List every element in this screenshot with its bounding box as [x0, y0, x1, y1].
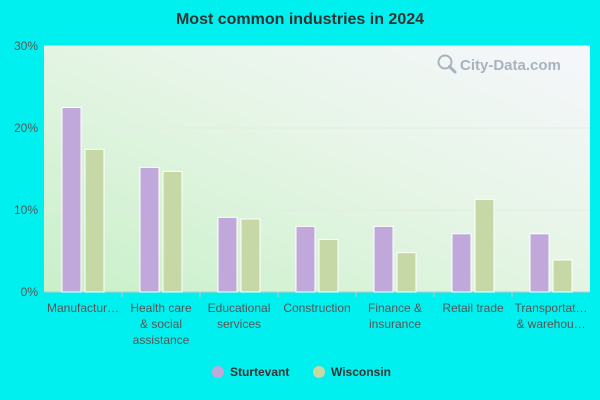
legend: Sturtevant Wisconsin: [212, 365, 391, 379]
bar-wisconsin: [84, 148, 105, 293]
bar-wisconsin: [240, 218, 261, 293]
legend-swatch: [212, 366, 224, 378]
bar-sturtevant: [295, 225, 316, 293]
bar-sturtevant: [373, 225, 394, 293]
bar-wisconsin: [552, 259, 573, 293]
y-tick-label: 20%: [14, 121, 38, 135]
x-tick-label: Retail trade: [442, 301, 504, 315]
x-tick-label: Finance & insurance: [368, 301, 422, 331]
x-tick-label: Educational services: [208, 301, 271, 331]
bar-wisconsin: [474, 198, 495, 293]
bar-sturtevant: [529, 233, 550, 293]
legend-label: Wisconsin: [331, 365, 391, 379]
watermark-text: City-Data.com: [460, 57, 561, 74]
x-tick-label: Transportat… & warehou…: [515, 301, 588, 331]
x-tick-label: Manufactur…: [47, 301, 119, 315]
bar-sturtevant: [139, 166, 160, 293]
y-tick-label: 10%: [14, 203, 38, 217]
plot-area: [44, 46, 590, 292]
legend-label: Sturtevant: [230, 365, 289, 379]
y-tick-label: 30%: [14, 39, 38, 53]
watermark: City-Data.com: [437, 54, 561, 74]
x-tick-label: Health care & social assistance: [130, 301, 192, 347]
magnifier-icon: [437, 54, 457, 74]
chart-title: Most common industries in 2024: [176, 11, 424, 28]
bar-sturtevant: [61, 107, 82, 293]
legend-swatch: [313, 366, 325, 378]
bar-wisconsin: [162, 170, 183, 293]
y-tick-label: 0%: [21, 285, 39, 299]
bar-sturtevant: [451, 233, 472, 293]
bar-wisconsin: [396, 252, 417, 293]
bar-wisconsin: [318, 239, 339, 293]
x-tick-label: Construction: [283, 301, 350, 315]
bar-sturtevant: [217, 216, 238, 293]
